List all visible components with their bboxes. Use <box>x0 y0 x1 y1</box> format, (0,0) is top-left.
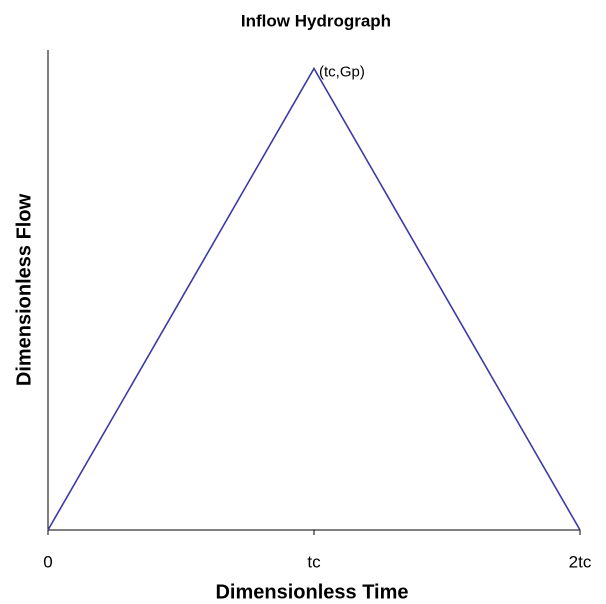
chart-title: Inflow Hydrograph <box>241 11 391 30</box>
x-axis-label: Dimensionless Time <box>215 581 408 603</box>
x-tick-label: 2tc <box>569 552 592 571</box>
y-axis-label: Dimensionless Flow <box>13 193 35 386</box>
x-tick-label: tc <box>307 552 321 571</box>
x-tick-label: 0 <box>43 552 52 571</box>
line <box>47 66 581 531</box>
annotation: (tc,Gp) <box>319 63 365 80</box>
